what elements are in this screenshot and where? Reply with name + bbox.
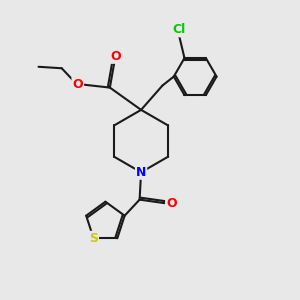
Text: N: N (136, 166, 146, 179)
Text: O: O (73, 77, 83, 91)
Text: O: O (166, 197, 177, 210)
Text: O: O (110, 50, 121, 63)
Text: Cl: Cl (172, 23, 186, 36)
Text: S: S (89, 232, 98, 245)
